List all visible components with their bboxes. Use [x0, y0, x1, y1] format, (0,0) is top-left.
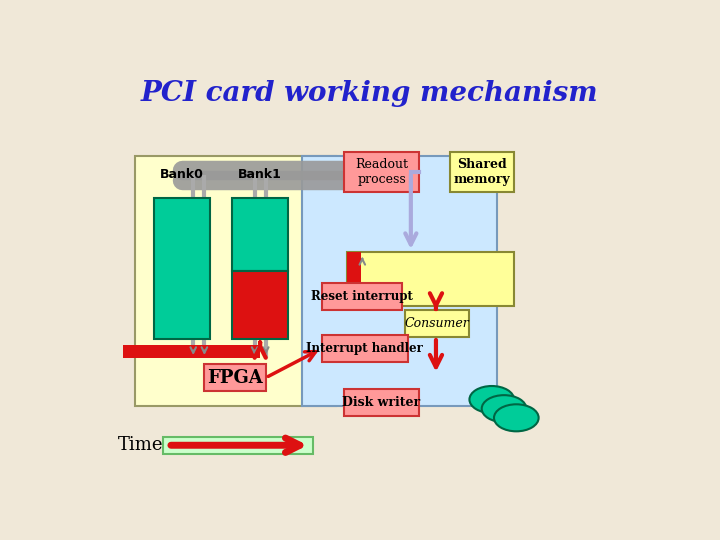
Text: Time: Time — [118, 436, 163, 454]
Bar — [450, 152, 514, 192]
Bar — [163, 437, 313, 454]
Text: Bank1: Bank1 — [238, 168, 282, 181]
Bar — [322, 335, 408, 362]
Bar — [233, 271, 288, 339]
Text: Readout
process: Readout process — [355, 158, 408, 186]
Bar — [302, 156, 498, 406]
Text: Shared
memory: Shared memory — [454, 158, 510, 186]
Bar — [233, 198, 288, 271]
Bar — [124, 346, 260, 358]
Text: Disk writer: Disk writer — [343, 396, 420, 409]
Text: Bank0: Bank0 — [160, 168, 204, 181]
Bar — [204, 364, 266, 391]
Ellipse shape — [482, 395, 526, 422]
Text: Interrupt handler: Interrupt handler — [307, 342, 423, 355]
Ellipse shape — [469, 386, 514, 413]
Bar — [322, 283, 402, 310]
Ellipse shape — [494, 404, 539, 431]
Text: PCI card working mechanism: PCI card working mechanism — [140, 80, 598, 107]
Bar — [405, 310, 469, 337]
Text: FPGA: FPGA — [207, 369, 263, 387]
Bar — [344, 389, 419, 416]
Bar — [344, 152, 419, 192]
Bar — [347, 252, 514, 306]
Bar — [154, 198, 210, 339]
Bar — [135, 156, 336, 406]
Bar — [347, 252, 361, 306]
Text: Reset interrupt: Reset interrupt — [311, 290, 413, 303]
Text: Consumer: Consumer — [405, 317, 469, 330]
